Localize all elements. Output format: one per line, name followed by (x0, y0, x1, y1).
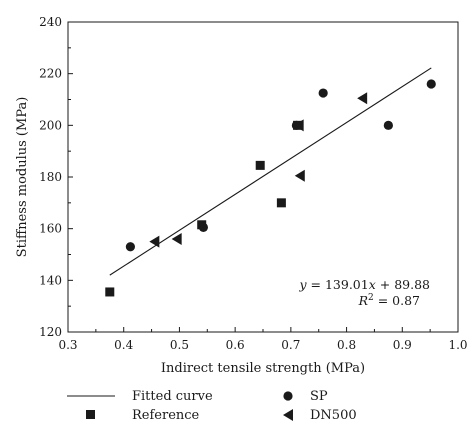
legend: Fitted curve Reference SP DN500 (67, 389, 357, 423)
legend-reference: Reference (132, 408, 200, 423)
equation-x: x (369, 277, 376, 292)
legend-sp: SP (310, 389, 328, 404)
dn500-point (357, 92, 368, 105)
equation-intercept: + 89.88 (376, 277, 430, 292)
x-axis-title: Indirect tensile strength (MPa) (161, 361, 365, 376)
x-tick-label: 0.7 (281, 338, 300, 352)
dn500-point (294, 169, 305, 182)
r2-r: R (358, 293, 368, 308)
y-tick-label: 220 (39, 67, 62, 81)
x-tick-label: 1.0 (448, 338, 467, 352)
fit-line-group (109, 67, 432, 276)
r-squared: R2 = 0.87 (358, 293, 420, 308)
data-markers (105, 79, 436, 297)
reference-point (276, 198, 286, 208)
y-tick-label: 200 (39, 118, 62, 132)
axis-ticks: 0.3 0.4 0.5 0.6 0.7 0.8 0.9 1.0 120 140 160 180 200 2… (39, 15, 467, 352)
sp-point (198, 222, 208, 232)
reference-point (105, 287, 115, 297)
legend-circle-marker (283, 391, 293, 401)
legend-fitted-curve: Fitted curve (132, 389, 213, 404)
sp-point (318, 88, 328, 98)
equation-slope: = 139.01 (307, 277, 369, 292)
y-tick-label: 160 (39, 222, 62, 236)
equation-y: y (298, 277, 307, 292)
dn500-point (293, 119, 304, 132)
r2-value: = 0.87 (374, 293, 420, 308)
x-tick-label: 0.8 (337, 338, 356, 352)
y-tick-label: 120 (39, 325, 62, 339)
r2-superscript: 2 (368, 293, 374, 303)
legend-triangle-marker (283, 409, 293, 421)
legend-dn500: DN500 (310, 408, 357, 423)
x-tick-label: 0.5 (170, 338, 189, 352)
sp-point (426, 79, 436, 89)
sp-point (125, 242, 135, 252)
x-tick-label: 0.9 (393, 338, 412, 352)
y-tick-label: 240 (39, 15, 62, 29)
legend-square-marker (86, 410, 95, 419)
dn500-point (171, 233, 182, 245)
y-axis-title: Stiffness modulus (MPa) (15, 97, 30, 258)
y-tick-label: 140 (39, 273, 62, 287)
reference-point (255, 160, 265, 170)
x-tick-label: 0.4 (114, 338, 133, 352)
fitted-curve-line (109, 67, 432, 276)
x-tick-label: 0.6 (226, 338, 245, 352)
dn500-point (149, 235, 160, 248)
y-tick-label: 180 (39, 170, 62, 184)
sp-point (383, 120, 393, 130)
fit-equation: y = 139.01x + 89.88 (298, 277, 430, 292)
x-tick-label: 0.3 (58, 338, 77, 352)
